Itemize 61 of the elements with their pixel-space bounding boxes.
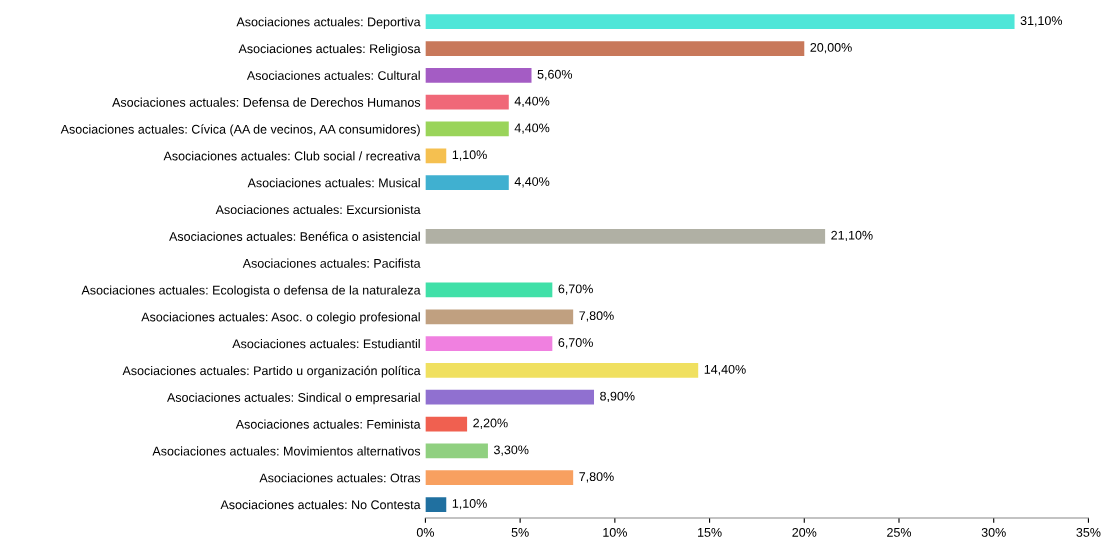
x-tick-label: 20% [792, 527, 817, 537]
y-tick-label: Asociaciones actuales: Excursionista [215, 204, 421, 215]
bar [425, 389, 595, 405]
data-label: 8,90% [600, 391, 635, 403]
bar [425, 443, 488, 459]
bar [425, 14, 1015, 30]
x-tick-label: 0% [416, 527, 435, 537]
data-label: 3,30% [493, 445, 529, 456]
y-tick-label: Asociaciones actuales: Sindical o empresarial [167, 392, 420, 405]
x-tick-label: 15% [698, 528, 722, 537]
x-tick-label: 35% [1076, 527, 1101, 537]
y-tick-label: Asociaciones actuales: Estudiantil [232, 339, 420, 349]
data-label: 4,40% [514, 96, 550, 107]
data-label: 7,80% [579, 472, 614, 483]
bar [425, 148, 447, 164]
bar [425, 228, 826, 244]
bar [425, 282, 553, 298]
bar [425, 175, 509, 190]
bar [425, 497, 447, 512]
y-tick-label: Asociaciones actuales: Defensa de Derechos Humanos [112, 97, 421, 107]
data-label: 20,00% [810, 43, 852, 54]
bar [425, 470, 574, 486]
y-tick-label: Asociaciones actuales: Otras [259, 473, 421, 483]
y-tick-label: Asociaciones actuales: Pacifista [242, 258, 421, 268]
bar [425, 67, 532, 83]
data-label: 7,80% [579, 311, 614, 322]
bar [425, 94, 509, 110]
data-label: 4,40% [514, 177, 550, 188]
y-tick-label: Asociaciones actuales: Movimientos alternativos [152, 446, 421, 456]
y-tick-label: Asociaciones actuales: Benéfica o asistencial [169, 231, 420, 241]
data-label: 14,40% [704, 364, 746, 376]
data-label: 6,70% [558, 338, 593, 349]
y-tick-label: Asociaciones actuales: Deportiva [236, 17, 421, 29]
y-tick-label: Asociaciones actuales: Musical [247, 178, 420, 188]
data-label: 21,10% [831, 230, 873, 242]
x-tick-label: 10% [603, 527, 627, 537]
bar [425, 363, 699, 378]
x-tick-label: 30% [981, 527, 1006, 537]
data-label: 4,40% [514, 123, 550, 134]
y-tick-label: Asociaciones actuales: Partido u organización política [122, 365, 421, 378]
data-label: 2,20% [473, 418, 508, 429]
bar [425, 121, 509, 137]
y-tick-label: Asociaciones actuales: Club social / recreativa [163, 151, 421, 161]
data-label: 5,60% [537, 69, 573, 81]
bar [425, 41, 805, 56]
data-label: 1,10% [452, 499, 487, 510]
y-tick-label: Asociaciones actuales: Religiosa [238, 43, 421, 56]
bar [425, 309, 574, 325]
x-tick-label: 25% [887, 527, 912, 537]
y-tick-label: Asociaciones actuales: No Contesta [220, 500, 421, 510]
y-tick-label: Asociaciones actuales: Cultural [246, 70, 420, 80]
x-tick-label: 5% [511, 528, 529, 537]
y-tick-label: Asociaciones actuales: Ecologista o defensa de la naturaleza [81, 285, 421, 298]
bar [425, 336, 553, 351]
y-tick-label: Asociaciones actuales: Feminista [235, 419, 421, 429]
bar [425, 416, 468, 432]
y-tick-label: Asociaciones actuales: Cívica (AA de vecinos, AA consumidores) [60, 124, 420, 137]
data-label: 1,10% [452, 150, 487, 161]
data-label: 6,70% [558, 284, 593, 295]
y-tick-label: Asociaciones actuales: Asoc. o colegio profesional [141, 312, 420, 324]
data-label: 31,10% [1020, 16, 1063, 27]
